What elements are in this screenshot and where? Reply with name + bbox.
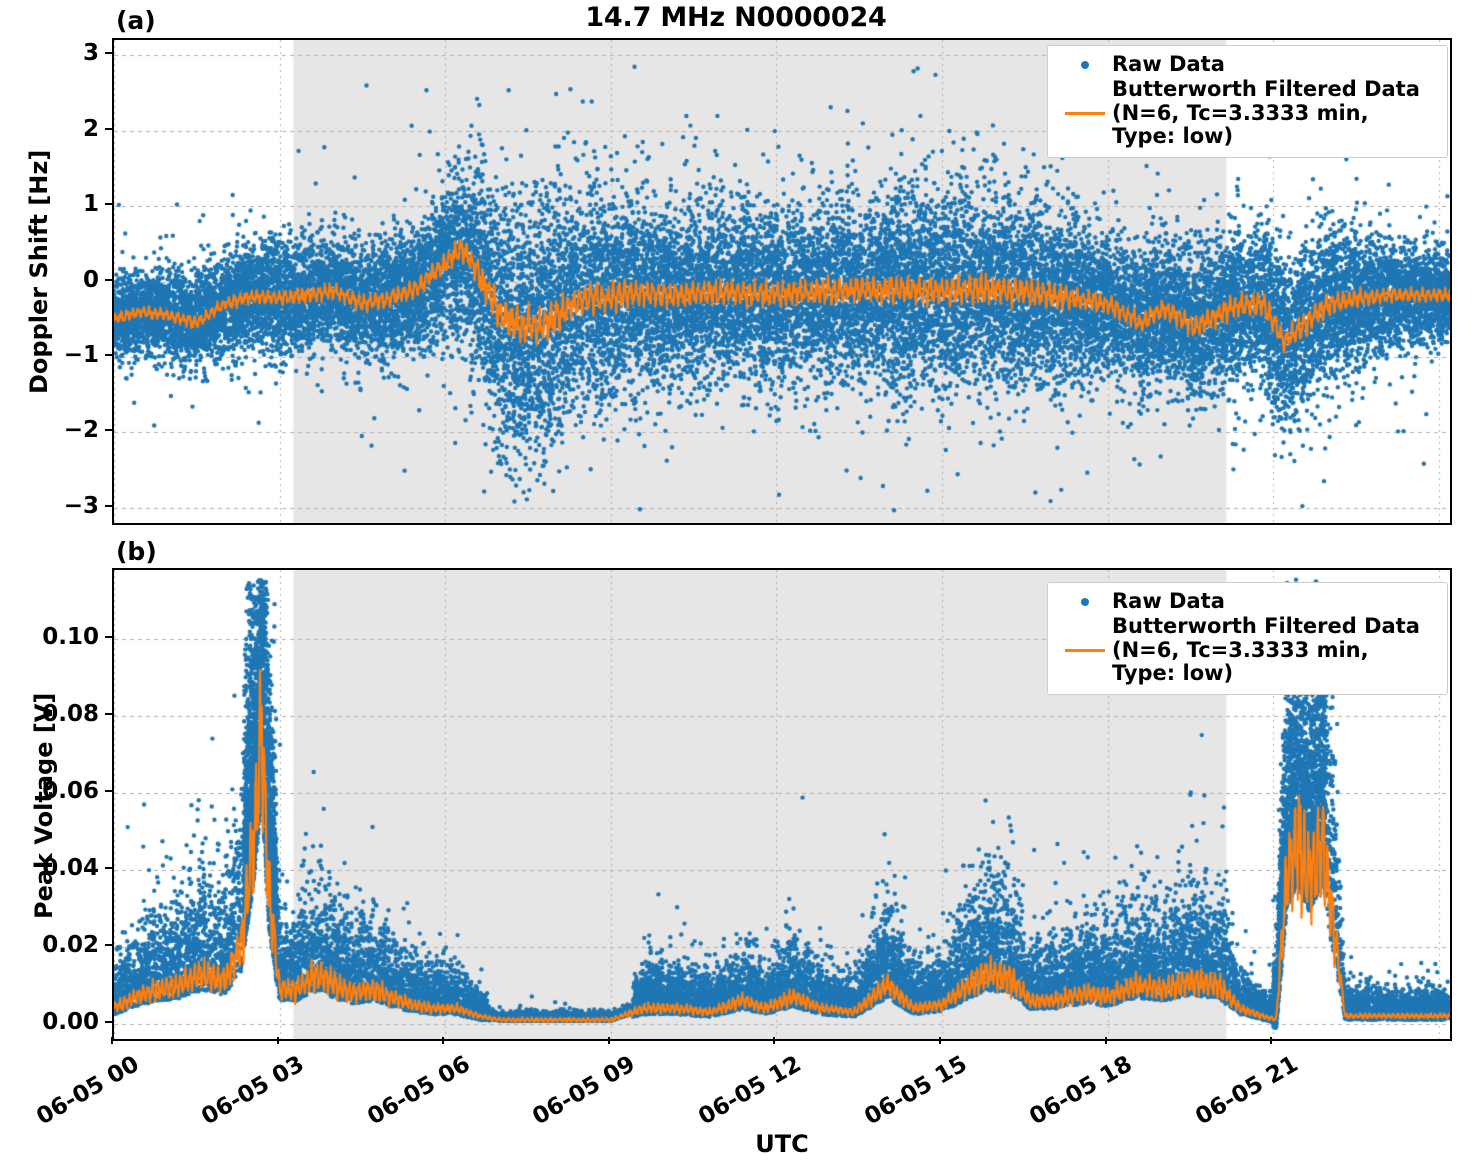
- x-tick-mark: [276, 1037, 279, 1044]
- x-tick-label: 06-05 03: [197, 1051, 309, 1131]
- y-tick-mark: [105, 789, 112, 792]
- x-axis-label: UTC: [755, 1130, 809, 1158]
- x-tick-label: 06-05 18: [1025, 1051, 1137, 1131]
- x-tick-mark: [939, 1037, 942, 1044]
- x-tick-mark: [607, 1037, 610, 1044]
- y-tick-mark: [105, 504, 112, 507]
- legend-line-icon: [1058, 648, 1112, 652]
- x-tick-label: 06-05 15: [859, 1051, 972, 1131]
- panel-label-a: (a): [116, 6, 156, 35]
- legend-entry-filtered-b: Butterworth Filtered Data (N=6, Tc=3.333…: [1058, 614, 1435, 686]
- y-tick-label: −2: [63, 417, 99, 444]
- legend-entry-raw-a: Raw Data: [1058, 52, 1435, 78]
- legend-entry-filtered-a: Butterworth Filtered Data (N=6, Tc=3.333…: [1058, 77, 1435, 149]
- legend-panel-a: Raw Data Butterworth Filtered Data (N=6,…: [1047, 45, 1448, 158]
- legend-label-filtered: Butterworth Filtered Data (N=6, Tc=3.333…: [1112, 77, 1420, 149]
- x-tick-mark: [1270, 1037, 1273, 1044]
- y-tick-mark: [105, 353, 112, 356]
- y-tick-label: 0.08: [42, 701, 99, 728]
- y-tick-mark: [105, 429, 112, 432]
- legend-label-raw: Raw Data: [1112, 589, 1225, 614]
- y-tick-label: 3: [82, 40, 99, 67]
- figure-title: 14.7 MHz N0000024: [585, 2, 887, 33]
- y-tick-label: −1: [63, 341, 99, 368]
- legend-marker-dot-icon: [1058, 61, 1112, 69]
- legend-label-raw: Raw Data: [1112, 52, 1225, 77]
- y-tick-label: 0.00: [42, 1008, 99, 1035]
- x-tick-mark: [773, 1037, 776, 1044]
- legend-line-icon: [1058, 111, 1112, 115]
- y-tick-label: 0.06: [42, 777, 99, 804]
- y-tick-mark: [105, 866, 112, 869]
- x-tick-mark: [442, 1037, 445, 1044]
- y-tick-mark: [105, 278, 112, 281]
- y-tick-label: −3: [63, 492, 99, 519]
- x-tick-label: 06-05 12: [694, 1051, 806, 1131]
- legend-label-filtered: Butterworth Filtered Data (N=6, Tc=3.333…: [1112, 614, 1420, 686]
- x-tick-label: 06-05 21: [1191, 1051, 1303, 1131]
- x-tick-label: 06-05 06: [363, 1051, 475, 1131]
- x-tick-label: 06-05 09: [528, 1051, 641, 1131]
- y-tick-mark: [105, 1020, 112, 1023]
- x-tick-mark: [1104, 1037, 1107, 1044]
- y-tick-mark: [105, 127, 112, 130]
- y-tick-mark: [105, 713, 112, 716]
- y-tick-mark: [105, 943, 112, 946]
- y-tick-label: 0.10: [42, 624, 99, 651]
- x-tick-label: 06-05 00: [31, 1051, 144, 1131]
- legend-panel-b: Raw Data Butterworth Filtered Data (N=6,…: [1047, 582, 1448, 695]
- y-tick-mark: [105, 203, 112, 206]
- legend-entry-raw-b: Raw Data: [1058, 589, 1435, 615]
- y-tick-label: 1: [82, 191, 99, 218]
- y-axis-label-panel-b: Peak Voltage [V]: [30, 692, 58, 919]
- y-tick-label: 0: [82, 266, 99, 293]
- y-tick-mark: [105, 636, 112, 639]
- legend-marker-dot-icon: [1058, 598, 1112, 606]
- y-tick-label: 2: [82, 115, 99, 142]
- y-axis-label-panel-a: Doppler Shift [Hz]: [25, 149, 53, 394]
- y-tick-label: 0.04: [42, 854, 99, 881]
- x-tick-mark: [111, 1037, 113, 1044]
- y-tick-mark: [105, 52, 112, 55]
- y-tick-label: 0.02: [42, 931, 99, 958]
- panel-label-b: (b): [116, 537, 157, 566]
